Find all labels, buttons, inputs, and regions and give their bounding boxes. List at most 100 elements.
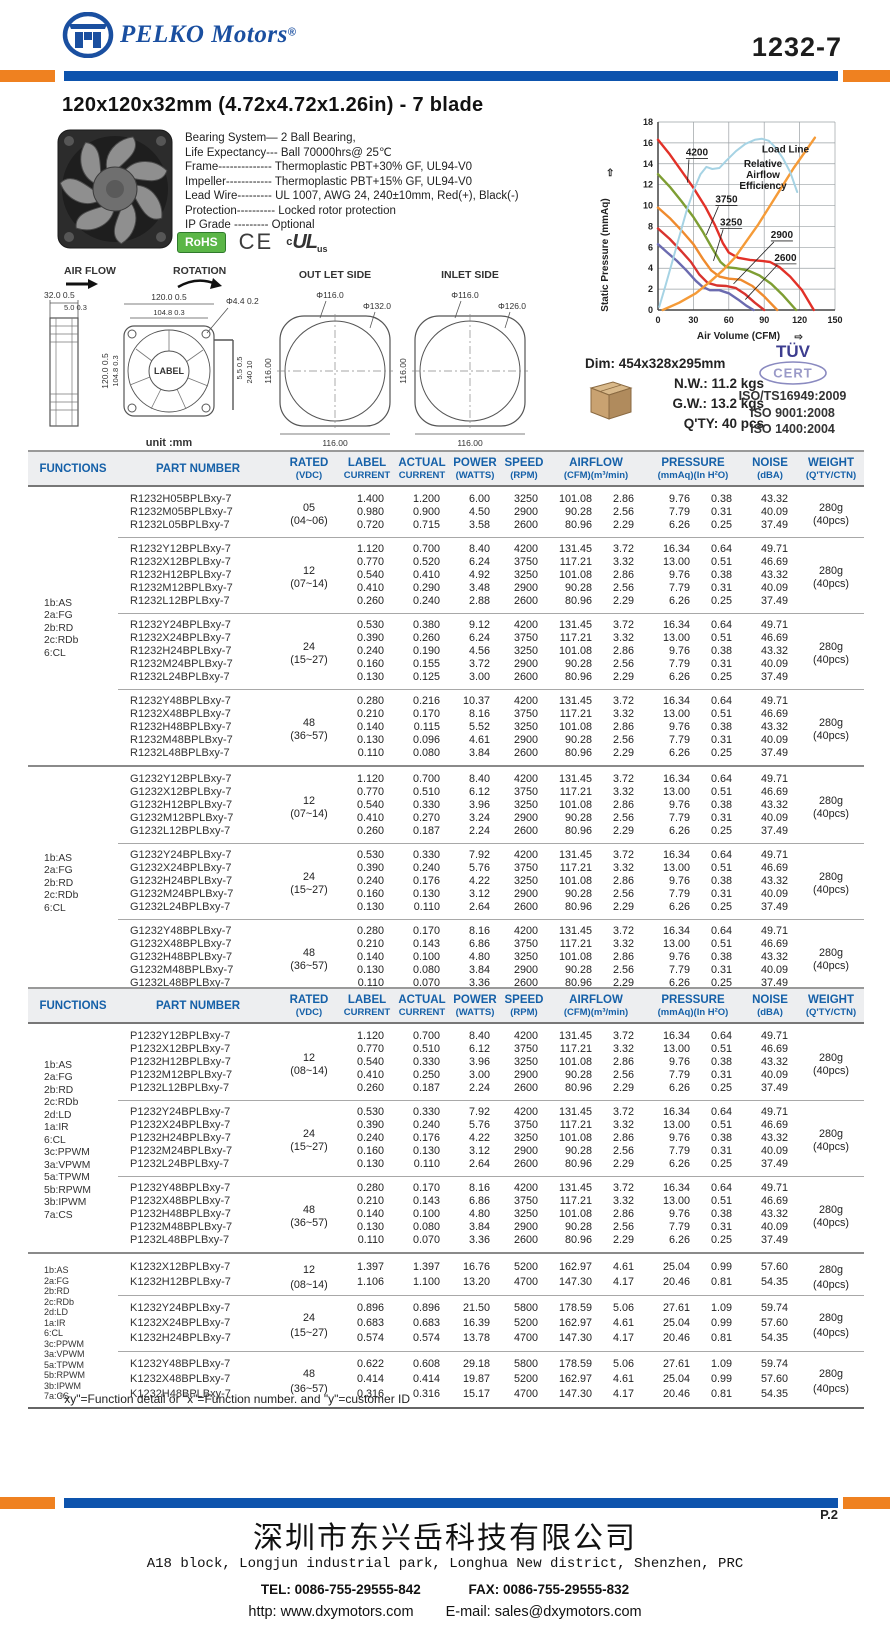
spec-line: Bearing System— 2 Ball Bearing, <box>185 132 356 144</box>
part-number-cell: R1232M05BPLBxy-7 <box>130 506 233 518</box>
value-cell: 8.40 <box>450 537 500 556</box>
value-cell: 13.00 <box>662 1195 690 1207</box>
table-row: P1232X24BPLBxy-7 0.390 0.240 5.76 3750 117.21… <box>28 1119 864 1132</box>
value-cell: 2.56 <box>612 888 634 900</box>
value-cell: 0.715 <box>412 519 440 531</box>
value-cell: 4200 <box>500 537 548 556</box>
column-header: PRESSURE (mmAq)(In H²O) <box>644 450 742 487</box>
part-number-cell: R1232L12BPLBxy-7 <box>130 595 230 607</box>
value-cell: 40.09 <box>760 812 788 824</box>
value-cell: 0.540 <box>356 569 384 581</box>
x-tick-label: 90 <box>759 315 769 325</box>
column-header: NOISE (dBA) <box>742 450 798 487</box>
annotation-leader <box>713 229 724 262</box>
column-header: AIRFLOW (CFM)(m³/min) <box>548 987 644 1024</box>
value-cell: 0.080 <box>412 747 440 759</box>
value-cell: 6.26 <box>668 1158 690 1170</box>
column-header: AIRFLOW (CFM)(m³/min) <box>548 450 644 487</box>
table-row: R1232H24BPLBxy-7 0.240 0.190 4.56 3250 101.08… <box>28 645 864 658</box>
value-cell: 2.29 <box>612 671 634 683</box>
value-cell: 49.71 <box>742 843 798 862</box>
table-row: R1232X24BPLBxy-7 0.390 0.260 6.24 3750 117.21… <box>28 632 864 645</box>
value-cell: 3.32 <box>612 1195 634 1207</box>
value-cell: 2.86 <box>612 799 634 811</box>
value-cell: 3250 <box>513 569 538 581</box>
value-cell: 5.52 <box>468 721 490 733</box>
weight-cell: 280g (40pcs) <box>812 1052 849 1077</box>
value-cell: 101.08 <box>558 1132 592 1144</box>
value-cell: 8.40 <box>468 1030 490 1042</box>
curve-annotation: 2600 <box>774 253 797 264</box>
value-cell: 3.96 <box>468 799 490 811</box>
value-cell: 0.31 <box>710 1221 732 1233</box>
column-header: FUNCTIONS <box>28 450 118 487</box>
orange-bar-left <box>0 70 55 82</box>
y-tick-label: 4 <box>648 263 653 273</box>
value-cell: 0.170 <box>394 919 450 938</box>
svg-text:116.00: 116.00 <box>322 438 348 448</box>
value-cell: 37.49 <box>760 1082 788 1094</box>
value-cell: 0.240 <box>356 1132 384 1144</box>
table-row: G1232X48BPLBxy-7 0.210 0.143 6.86 3750 117.21… <box>28 938 864 951</box>
value-cell: 0.51 <box>710 786 732 798</box>
column-header: WEIGHT (Q'TY/CTN) <box>798 450 864 487</box>
rated-voltage-cell: 48 (36~57) <box>278 919 340 996</box>
value-cell: 101.08 <box>558 569 592 581</box>
value-cell: 2.56 <box>612 964 634 976</box>
value-cell: 117.21 <box>559 1043 592 1055</box>
spec-line: Lead Wire--------- UL 1007, AWG 24, 240±… <box>185 190 519 202</box>
value-cell: 117.21 <box>559 556 592 568</box>
header-divider-bar <box>0 70 890 82</box>
spec-table: FUNCTIONS PART NUMBER RATED (VDC) LABEL CURRE… <box>28 987 864 1409</box>
value-cell: 0.170 <box>394 1176 450 1195</box>
svg-text:Φ116.0: Φ116.0 <box>451 290 479 300</box>
table-row: P1232Y24BPLBxy-7 24 (15~27) 0.530 0.330 7.92 4… <box>28 1100 864 1177</box>
svg-text:116.00: 116.00 <box>263 358 273 384</box>
column-header: POWER (WATTS) <box>450 450 500 487</box>
curve-annotation: Airflow <box>746 170 780 181</box>
part-number-cell: G1232X24BPLBxy-7 <box>130 862 232 874</box>
value-cell: 6.24 <box>468 556 490 568</box>
annotation-leader <box>745 264 778 300</box>
svg-text:5.0 0.3: 5.0 0.3 <box>64 303 87 312</box>
value-cell: 0.330 <box>412 799 440 811</box>
svg-text:TÜV: TÜV <box>776 342 811 361</box>
value-cell: 37.49 <box>760 1234 788 1246</box>
value-cell: 6.86 <box>468 938 490 950</box>
value-cell: 3250 <box>513 1208 538 1220</box>
value-cell: 16.34 <box>662 1030 690 1042</box>
value-cell: 3.84 <box>468 964 490 976</box>
value-cell: 0.130 <box>412 888 440 900</box>
curve-annotation: 3750 <box>715 194 738 205</box>
value-cell: 2.24 <box>468 1082 490 1094</box>
rated-voltage-cell: 48 (36~57) <box>278 1351 340 1408</box>
part-number-cell: K1232H48BPLBxy-7 <box>130 1388 231 1400</box>
rated-voltage-cell: 48 (36~57) <box>278 689 340 766</box>
svg-text:240 10: 240 10 <box>245 361 254 384</box>
part-number-cell: P1232L24BPLBxy-7 <box>130 1158 230 1170</box>
value-cell: 13.00 <box>662 556 690 568</box>
part-number-cell: R1232H48BPLBxy-7 <box>130 721 232 733</box>
value-cell: 80.96 <box>564 1234 592 1246</box>
part-number-cell: P1232H24BPLBxy-7 <box>130 1132 231 1144</box>
value-cell: 80.96 <box>564 671 592 683</box>
part-number-cell: R1232Y48BPLBxy-7 <box>118 689 278 708</box>
value-cell: 0.410 <box>356 812 384 824</box>
value-cell: 0.51 <box>710 632 732 644</box>
spec-line: Impeller------------ Thermoplastic PBT+1… <box>185 175 473 188</box>
annotation-leader <box>687 159 690 183</box>
company-address: A18 block, Longjun industrial park, Long… <box>146 1556 744 1572</box>
y-axis-label: Static Pressure (mmAq) <box>600 198 611 311</box>
ul-mark-icon: c UL us <box>286 230 328 254</box>
svg-text:120.0 0.5: 120.0 0.5 <box>151 292 187 302</box>
table-row: R1232M48BPLBxy-7 0.130 0.096 4.61 2900 90.28 2… <box>28 734 864 747</box>
value-cell: 0.280 <box>340 1176 394 1195</box>
value-cell: 3.32 <box>612 938 634 950</box>
value-cell: 0.25 <box>710 671 732 683</box>
value-cell: 13.00 <box>662 862 690 874</box>
weight-cell: 280g (40pcs) <box>798 1252 864 1296</box>
value-cell: 4.61 <box>468 734 490 746</box>
value-cell: 54.35 <box>760 1276 788 1288</box>
value-cell: 54.35 <box>760 1388 788 1400</box>
